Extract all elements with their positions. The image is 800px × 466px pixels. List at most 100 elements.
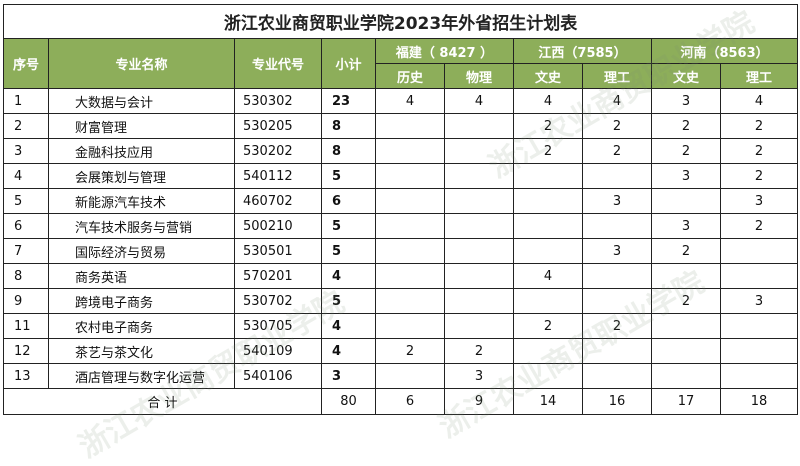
row-quota bbox=[444, 263, 514, 289]
header-henan-science: 理工 bbox=[719, 63, 799, 89]
row-quota: 4 bbox=[375, 88, 445, 114]
row-quota: 2 bbox=[582, 113, 652, 139]
row-quota: 4 bbox=[444, 88, 514, 114]
header-province-jiangxi: 江西（7585） bbox=[513, 38, 652, 64]
row-quota: 3 bbox=[582, 238, 652, 264]
row-seq: 12 bbox=[3, 338, 49, 364]
header-jiangxi-arts: 文史 bbox=[513, 63, 583, 89]
row-quota bbox=[719, 263, 799, 289]
table-row: 7 国际经济与贸易 530501 5 3 2 bbox=[3, 238, 799, 264]
header-fujian-history: 历史 bbox=[375, 63, 445, 89]
row-name: 金融科技应用 bbox=[48, 138, 235, 164]
row-quota: 2 bbox=[513, 113, 583, 139]
row-quota bbox=[444, 138, 514, 164]
row-seq: 11 bbox=[3, 313, 49, 339]
total-cell: 6 bbox=[375, 388, 445, 415]
table-row: 12 茶艺与茶文化 540109 4 2 2 bbox=[3, 338, 799, 364]
row-subtotal: 5 bbox=[321, 163, 376, 189]
row-quota bbox=[375, 313, 445, 339]
row-quota bbox=[375, 113, 445, 139]
row-subtotal: 5 bbox=[321, 238, 376, 264]
row-quota bbox=[582, 338, 652, 364]
enrollment-plan-document: 浙江农业商贸职业学院2023年外省招生计划表 序号 专业名称 专业代号 小计 福… bbox=[2, 4, 799, 465]
row-seq: 7 bbox=[3, 238, 49, 264]
table-row: 3 金融科技应用 530202 8 2 2 2 2 bbox=[3, 138, 799, 164]
row-subtotal: 4 bbox=[321, 263, 376, 289]
row-quota bbox=[444, 163, 514, 189]
total-row: 合 计 80 6 9 14 16 17 18 bbox=[3, 388, 799, 415]
row-quota bbox=[582, 288, 652, 314]
row-subtotal: 4 bbox=[321, 338, 376, 364]
total-cell: 14 bbox=[513, 388, 583, 415]
row-subtotal: 3 bbox=[321, 363, 376, 389]
row-quota: 4 bbox=[582, 88, 652, 114]
row-quota bbox=[582, 163, 652, 189]
table-row: 11 农村电子商务 530705 4 2 2 bbox=[3, 313, 799, 339]
header-fujian-physics: 物理 bbox=[444, 63, 514, 89]
header-subtotal: 小计 bbox=[321, 38, 376, 89]
row-quota: 2 bbox=[651, 288, 721, 314]
row-quota: 2 bbox=[582, 313, 652, 339]
row-seq: 6 bbox=[3, 213, 49, 239]
row-code: 540109 bbox=[234, 338, 322, 364]
row-quota bbox=[375, 288, 445, 314]
row-quota bbox=[444, 288, 514, 314]
row-code: 530302 bbox=[234, 88, 322, 114]
table-body: 1 大数据与会计 530302 23 4 4 4 4 3 4 2 财富管理 530205 8 2 2 2 2 3 金融… bbox=[3, 88, 799, 389]
row-quota bbox=[651, 188, 721, 214]
row-quota: 3 bbox=[651, 213, 721, 239]
row-quota: 2 bbox=[651, 113, 721, 139]
row-name: 酒店管理与数字化运营 bbox=[48, 363, 235, 389]
row-quota bbox=[444, 238, 514, 264]
row-quota bbox=[375, 363, 445, 389]
row-name: 商务英语 bbox=[48, 263, 235, 289]
row-subtotal: 6 bbox=[321, 188, 376, 214]
row-quota bbox=[444, 188, 514, 214]
row-quota bbox=[513, 163, 583, 189]
header-name: 专业名称 bbox=[48, 38, 235, 89]
row-subtotal: 5 bbox=[321, 213, 376, 239]
row-code: 540106 bbox=[234, 363, 322, 389]
row-quota bbox=[513, 213, 583, 239]
row-quota bbox=[375, 263, 445, 289]
row-name: 国际经济与贸易 bbox=[48, 238, 235, 264]
row-quota: 2 bbox=[719, 163, 799, 189]
row-quota bbox=[513, 188, 583, 214]
row-seq: 13 bbox=[3, 363, 49, 389]
row-quota: 2 bbox=[651, 238, 721, 264]
table-row: 5 新能源汽车技术 460702 6 3 3 bbox=[3, 188, 799, 214]
total-cell: 17 bbox=[651, 388, 721, 415]
row-code: 530702 bbox=[234, 288, 322, 314]
row-code: 530501 bbox=[234, 238, 322, 264]
row-name: 大数据与会计 bbox=[48, 88, 235, 114]
row-quota: 4 bbox=[513, 263, 583, 289]
row-code: 500210 bbox=[234, 213, 322, 239]
row-subtotal: 8 bbox=[321, 138, 376, 164]
row-subtotal: 8 bbox=[321, 113, 376, 139]
row-subtotal: 4 bbox=[321, 313, 376, 339]
row-name: 跨境电子商务 bbox=[48, 288, 235, 314]
row-seq: 4 bbox=[3, 163, 49, 189]
row-seq: 2 bbox=[3, 113, 49, 139]
row-name: 农村电子商务 bbox=[48, 313, 235, 339]
row-name: 会展策划与管理 bbox=[48, 163, 235, 189]
row-quota bbox=[375, 163, 445, 189]
row-subtotal: 23 bbox=[321, 88, 376, 114]
row-quota: 2 bbox=[375, 338, 445, 364]
row-quota: 3 bbox=[719, 188, 799, 214]
row-seq: 9 bbox=[3, 288, 49, 314]
row-code: 530705 bbox=[234, 313, 322, 339]
row-quota: 4 bbox=[719, 88, 799, 114]
row-quota: 3 bbox=[651, 88, 721, 114]
table-row: 13 酒店管理与数字化运营 540106 3 3 bbox=[3, 363, 799, 389]
row-subtotal: 5 bbox=[321, 288, 376, 314]
row-quota bbox=[651, 338, 721, 364]
header-jiangxi-science: 理工 bbox=[582, 63, 652, 89]
row-quota bbox=[582, 213, 652, 239]
row-quota bbox=[719, 238, 799, 264]
header-code: 专业代号 bbox=[234, 38, 322, 89]
row-quota: 3 bbox=[719, 288, 799, 314]
row-quota bbox=[651, 363, 721, 389]
row-quota bbox=[513, 288, 583, 314]
row-code: 540112 bbox=[234, 163, 322, 189]
